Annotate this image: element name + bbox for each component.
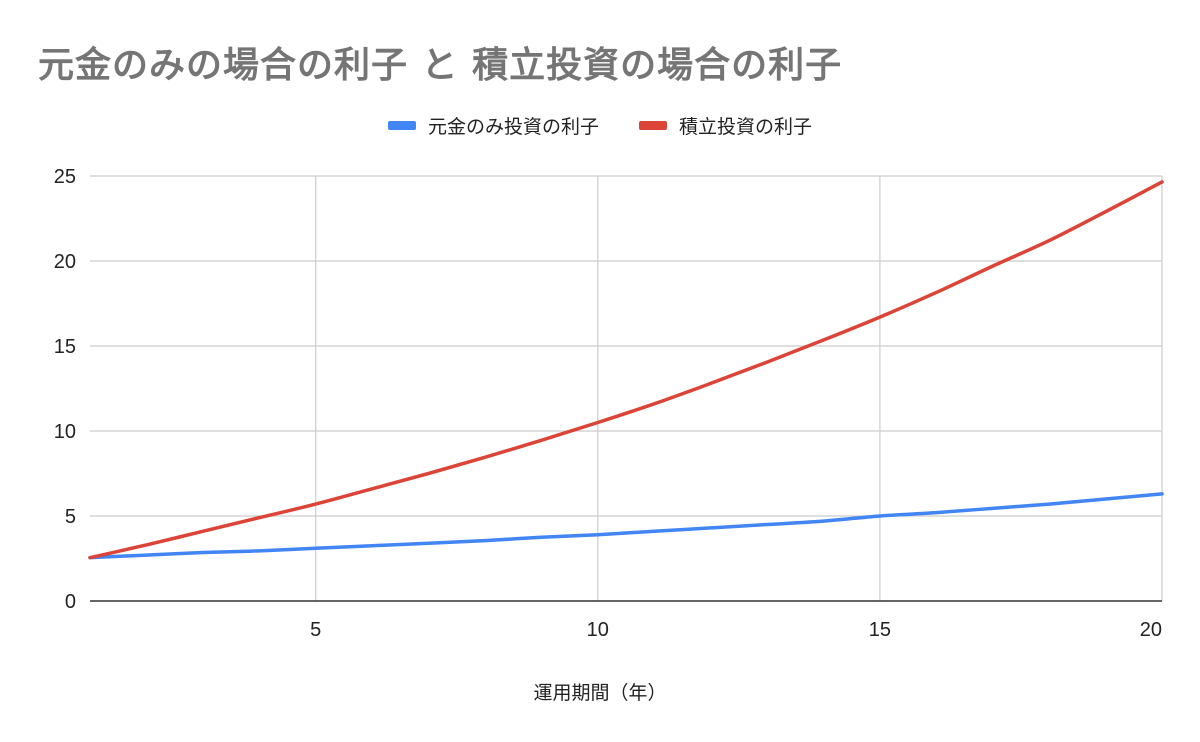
chart-title: 元金のみの場合の利子 と 積立投資の場合の利子 xyxy=(38,45,843,86)
legend-item-principal-only[interactable]: 元金のみ投資の利子 xyxy=(387,112,599,139)
series-line-installment xyxy=(88,180,1164,560)
y-tick-label: 20 xyxy=(54,251,76,273)
y-tick-label: 10 xyxy=(54,421,76,443)
y-tick-label: 0 xyxy=(65,591,76,613)
x-tick-label: 15 xyxy=(869,619,891,641)
x-axis-label: 運用期間（年） xyxy=(533,682,667,704)
series-line-principal-only xyxy=(88,492,1164,560)
y-tick-label: 5 xyxy=(65,506,76,528)
y-tick-label: 15 xyxy=(54,336,76,358)
legend-label-installment: 積立投資の利子 xyxy=(679,115,813,138)
tick-labels: 0 5 10 15 20 25 5 10 15 20 xyxy=(54,166,1162,641)
legend-swatch-principal-only xyxy=(387,120,416,130)
series xyxy=(88,180,1164,560)
legend-swatch-installment xyxy=(639,120,667,130)
x-tick-label: 5 xyxy=(310,619,321,641)
x-tick-label: 10 xyxy=(587,619,609,641)
y-tick-label: 25 xyxy=(54,166,76,188)
legend: 元金のみ投資の利子 積立投資の利子 xyxy=(0,110,1200,140)
legend-item-installment[interactable]: 積立投資の利子 xyxy=(639,112,812,139)
x-tick-label: 20 xyxy=(1140,619,1162,641)
grid xyxy=(90,175,1163,601)
legend-label-principal-only: 元金のみ投資の利子 xyxy=(427,115,599,138)
